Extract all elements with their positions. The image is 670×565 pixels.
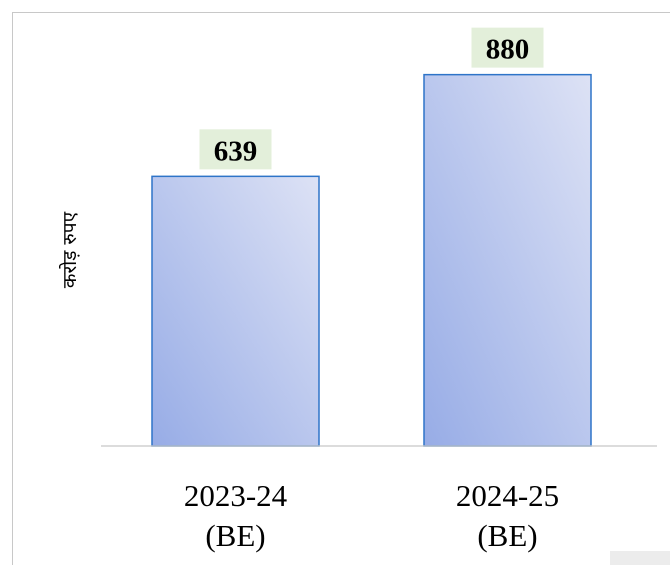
x-tick-label: (BE) — [477, 518, 537, 553]
x-tick-label: (BE) — [205, 518, 265, 553]
bar-2023-24 — [151, 175, 320, 447]
labels-layer: 639 2023-24 (BE) 880 2024-25 (BE) — [184, 27, 559, 553]
x-tick-label: 2024-25 — [456, 478, 559, 513]
data-label-bg — [199, 129, 272, 170]
data-label-bg — [471, 27, 544, 68]
bars-layer — [151, 73, 592, 447]
x-tick-label: 2023-24 — [184, 478, 288, 513]
bar-2024-25 — [423, 73, 592, 447]
data-label: 639 — [214, 135, 258, 167]
chart-frame — [12, 12, 670, 565]
corner-shading — [610, 551, 670, 565]
y-axis-label: करोड़ रुपए — [58, 211, 81, 288]
data-label: 880 — [486, 34, 530, 66]
